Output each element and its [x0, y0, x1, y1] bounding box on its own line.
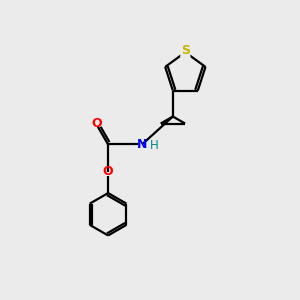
Text: O: O — [103, 165, 113, 178]
Text: O: O — [92, 117, 102, 130]
Text: H: H — [150, 140, 159, 152]
Text: N: N — [137, 138, 147, 151]
Text: S: S — [181, 44, 190, 57]
